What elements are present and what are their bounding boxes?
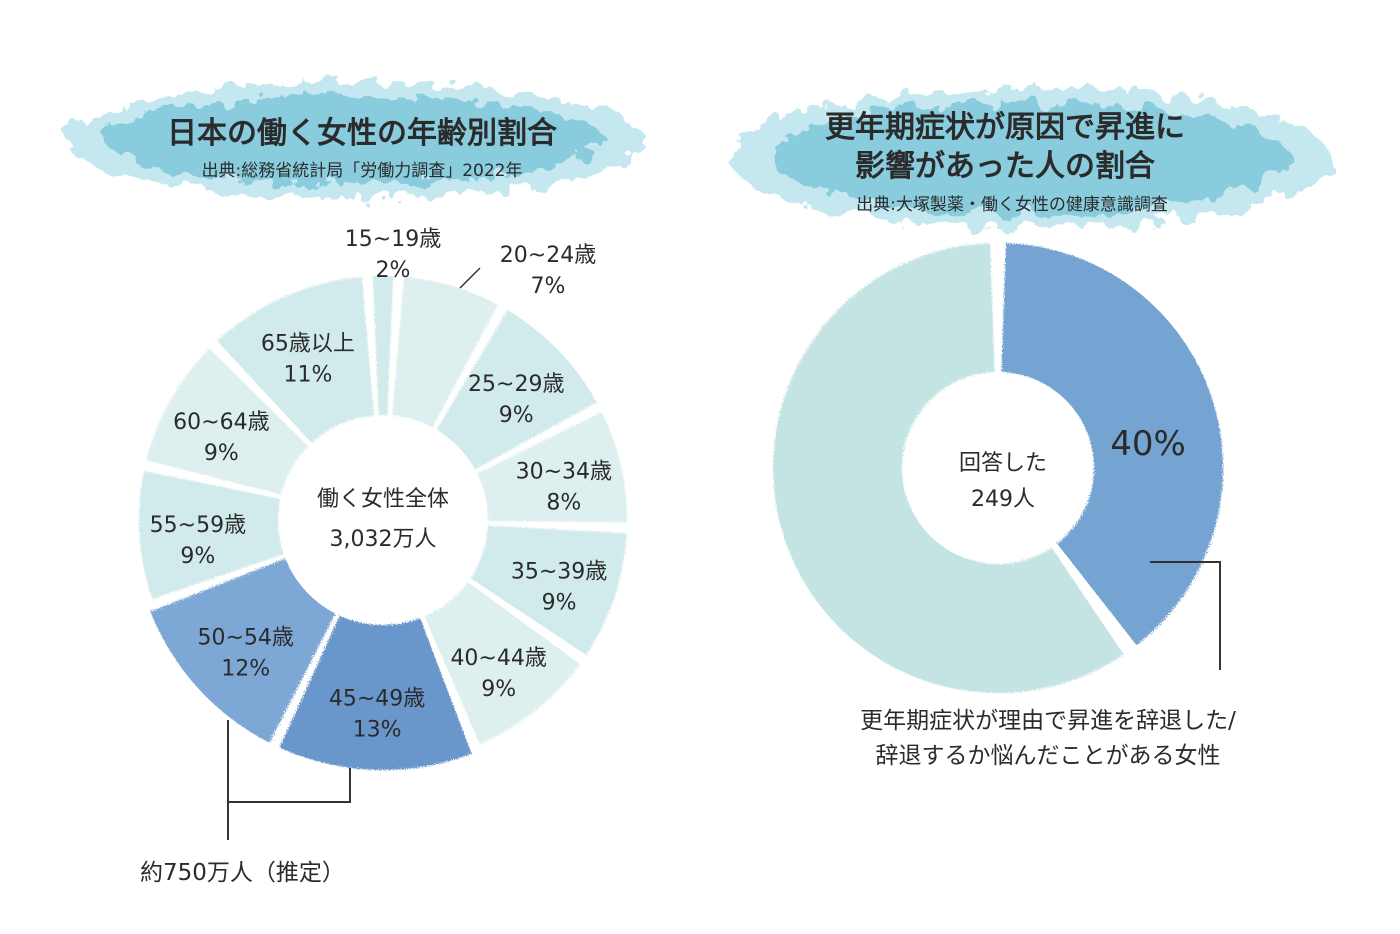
- left-donut-labels: 15~19歳 2% 20~24歳 7% 25~29歳 9% 30~34歳 8% 35~39歳 9%…: [150, 227, 612, 742]
- left-donut: [138, 275, 627, 771]
- right-center-value: 249人: [971, 487, 1035, 512]
- slice-55-59: [138, 471, 284, 600]
- slice-label: 20~24歳: [500, 243, 596, 268]
- slice-label: 45~49歳: [329, 686, 425, 711]
- slice-65: [217, 276, 374, 443]
- slice-rest: [773, 243, 1124, 693]
- slice-25-29: [436, 310, 597, 470]
- slice-60-64: [146, 348, 309, 495]
- slice-value-label: 11%: [283, 362, 332, 387]
- right-annotation-line1: 更年期症状が理由で昇進を辞退した/: [860, 708, 1236, 734]
- slice-value-label: 12%: [221, 657, 270, 682]
- slice-label: 65歳以上: [261, 331, 355, 356]
- slice-20-24: [392, 276, 498, 428]
- slice-label: 35~39歳: [511, 559, 607, 584]
- slice-value-label: 8%: [546, 491, 581, 516]
- slice-label: 30~34歳: [516, 460, 612, 485]
- right-title-banner: [730, 88, 1330, 228]
- left-chart-source: 出典:総務省統計局「労働力調査」2022年: [202, 161, 523, 181]
- slice-label: 55~59歳: [150, 513, 246, 538]
- right-annotation-leader: [1150, 561, 1221, 670]
- slice-label: 60~64歳: [173, 410, 269, 435]
- right-chart-title-line2: 影響があった人の割合: [855, 149, 1155, 184]
- left-annotation-bracket: [227, 720, 351, 840]
- slice-20-24-leader: [459, 267, 481, 289]
- left-center-value: 3,032万人: [330, 527, 437, 552]
- slice-value-label: 13%: [353, 717, 402, 742]
- slice-45-49: [279, 615, 472, 771]
- right-highlight-value-label: 40%: [1110, 424, 1186, 464]
- left-center-label: 働く女性全体: [317, 487, 449, 512]
- slice-value-label: 9%: [180, 544, 215, 569]
- slice-value-label: 2%: [376, 258, 411, 283]
- left-title-banner: [65, 82, 645, 198]
- slice-value-label: 7%: [531, 274, 566, 299]
- left-annotation: 約750万人（推定）: [140, 860, 345, 886]
- right-chart-title-line1: 更年期症状が原因で昇進に: [825, 110, 1185, 145]
- slice-40-44: [424, 581, 580, 745]
- slice-15-19: [372, 275, 394, 416]
- slice-30-34: [477, 412, 627, 523]
- slice-label: 25~29歳: [468, 372, 564, 397]
- slice-value-label: 9%: [542, 590, 577, 615]
- slice-50-54: [150, 558, 336, 743]
- right-donut: [773, 243, 1224, 693]
- slice-highlight: [1001, 243, 1224, 646]
- right-chart-source: 出典:大塚製薬・働く女性の健康意識調査: [856, 195, 1168, 215]
- slice-35-39: [470, 525, 627, 656]
- slice-value-label: 9%: [481, 677, 516, 702]
- slice-label: 40~44歳: [450, 646, 546, 671]
- slice-value-label: 9%: [204, 441, 239, 466]
- left-chart-title: 日本の働く女性の年齢別割合: [167, 116, 557, 151]
- right-annotation-line2: 辞退するか悩んだことがある女性: [876, 743, 1221, 769]
- slice-label: 50~54歳: [197, 626, 293, 651]
- right-center-label: 回答した: [959, 451, 1047, 476]
- slice-value-label: 9%: [499, 403, 534, 428]
- slice-label: 15~19歳: [345, 227, 441, 252]
